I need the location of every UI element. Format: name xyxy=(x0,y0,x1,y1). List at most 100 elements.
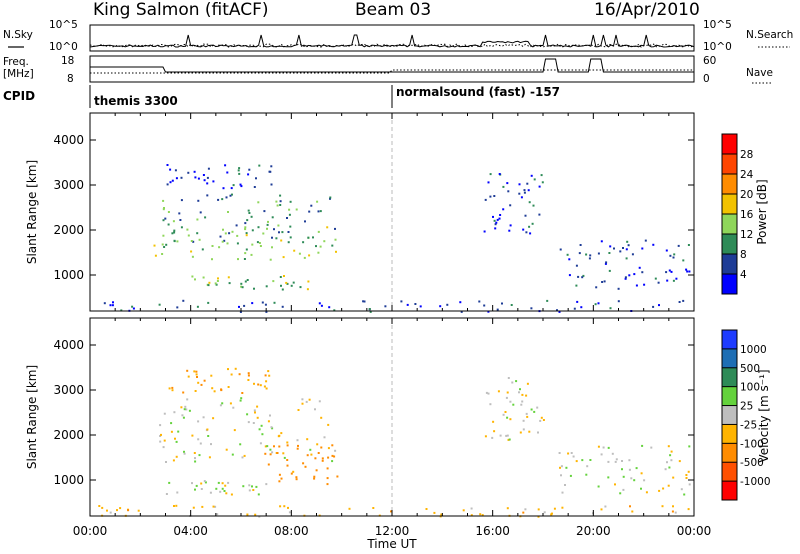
echo-cell xyxy=(532,204,535,207)
echo-cell xyxy=(577,275,580,278)
echo-cell xyxy=(320,304,323,307)
echo-cell xyxy=(621,460,623,462)
echo-cell xyxy=(525,231,528,234)
echo-cell xyxy=(266,223,269,226)
echo-cell xyxy=(317,452,320,454)
echo-cell xyxy=(154,254,157,257)
power-heatmap xyxy=(103,113,691,313)
echo-cell xyxy=(200,383,203,386)
freq-panel-frame xyxy=(89,55,695,83)
echo-cell xyxy=(487,310,490,313)
colorbar-swatch xyxy=(722,174,737,195)
echo-cell xyxy=(661,505,664,508)
echo-cell xyxy=(269,448,272,451)
echo-cell xyxy=(271,216,274,219)
echo-cell xyxy=(615,458,618,461)
echo-cell xyxy=(267,420,270,423)
echo-cell xyxy=(576,300,579,303)
echo-cell xyxy=(286,464,289,467)
echo-cell xyxy=(181,414,184,417)
echo-cell xyxy=(533,410,536,413)
echo-cell xyxy=(224,164,227,167)
echo-cell xyxy=(669,454,672,457)
y-tick-label: 3000 xyxy=(53,178,84,192)
echo-cell xyxy=(240,282,243,285)
echo-cell xyxy=(283,275,285,277)
echo-cell xyxy=(167,223,170,226)
echo-cell xyxy=(462,509,465,512)
echo-cell xyxy=(518,192,521,195)
echo-cell xyxy=(256,405,259,408)
echo-cell xyxy=(559,466,561,469)
echo-cell xyxy=(323,240,326,243)
echo-cell xyxy=(239,443,242,446)
echo-cell xyxy=(167,211,170,213)
echo-cell xyxy=(509,204,512,207)
echo-cell xyxy=(608,269,611,272)
echo-cell xyxy=(536,406,539,409)
freq-trace xyxy=(90,58,694,73)
echo-cell xyxy=(315,469,318,472)
echo-cell xyxy=(575,284,578,287)
echo-cell xyxy=(286,444,289,447)
echo-cell xyxy=(560,474,562,477)
echo-cell xyxy=(212,417,215,420)
echo-cell xyxy=(425,508,428,510)
echo-cell xyxy=(540,416,543,419)
echo-cell xyxy=(568,274,571,277)
echo-cell xyxy=(257,493,260,496)
echo-cell xyxy=(165,493,168,495)
echo-cell xyxy=(329,197,331,200)
velocity-y-axis: 1000 2000 3000 4000 xyxy=(53,338,694,487)
echo-cell xyxy=(275,200,278,203)
echo-cell xyxy=(523,191,526,194)
echo-cell xyxy=(163,412,166,415)
echo-cell xyxy=(280,284,282,287)
echo-cell xyxy=(600,508,603,511)
echo-cell xyxy=(241,286,244,289)
echo-cell xyxy=(640,472,643,475)
echo-cell xyxy=(335,250,337,253)
echo-cell xyxy=(320,416,323,419)
echo-cell xyxy=(255,177,257,180)
freq-label-1: Freq. xyxy=(3,56,29,68)
echo-cell xyxy=(525,412,528,415)
echo-cell xyxy=(390,510,392,513)
echo-cell xyxy=(654,277,657,280)
echo-cell xyxy=(628,459,631,462)
echo-cell xyxy=(633,273,636,276)
echo-cell xyxy=(243,304,246,307)
echo-cell xyxy=(210,443,212,446)
echo-cell xyxy=(499,214,502,216)
echo-cell xyxy=(665,249,668,252)
echo-cell xyxy=(265,387,268,390)
echo-cell xyxy=(508,438,511,441)
echo-cell xyxy=(241,392,244,394)
echo-cell xyxy=(207,284,210,287)
echo-cell xyxy=(608,252,611,254)
echo-cell xyxy=(221,482,224,485)
echo-cell xyxy=(633,479,636,482)
echo-cell xyxy=(643,283,646,286)
echo-cell xyxy=(257,383,260,386)
echo-cell xyxy=(231,230,234,233)
echo-cell xyxy=(222,228,224,231)
echo-cell xyxy=(194,390,197,392)
colorbar-tick-label: -1000 xyxy=(740,476,771,488)
echo-cell xyxy=(323,436,326,439)
echo-cell xyxy=(561,491,564,494)
echo-cell xyxy=(685,477,688,479)
echo-cell xyxy=(333,309,336,312)
echo-cell xyxy=(177,430,180,433)
echo-cell xyxy=(687,244,690,246)
echo-cell xyxy=(439,305,442,308)
echo-cell xyxy=(230,187,233,190)
echo-cell xyxy=(101,506,104,509)
echo-cell xyxy=(645,491,648,494)
echo-cell xyxy=(290,472,293,475)
echo-cell xyxy=(621,468,623,471)
echo-cell xyxy=(202,174,205,176)
echo-cell xyxy=(214,282,217,285)
echo-cell xyxy=(523,189,526,192)
echo-cell xyxy=(685,474,688,476)
